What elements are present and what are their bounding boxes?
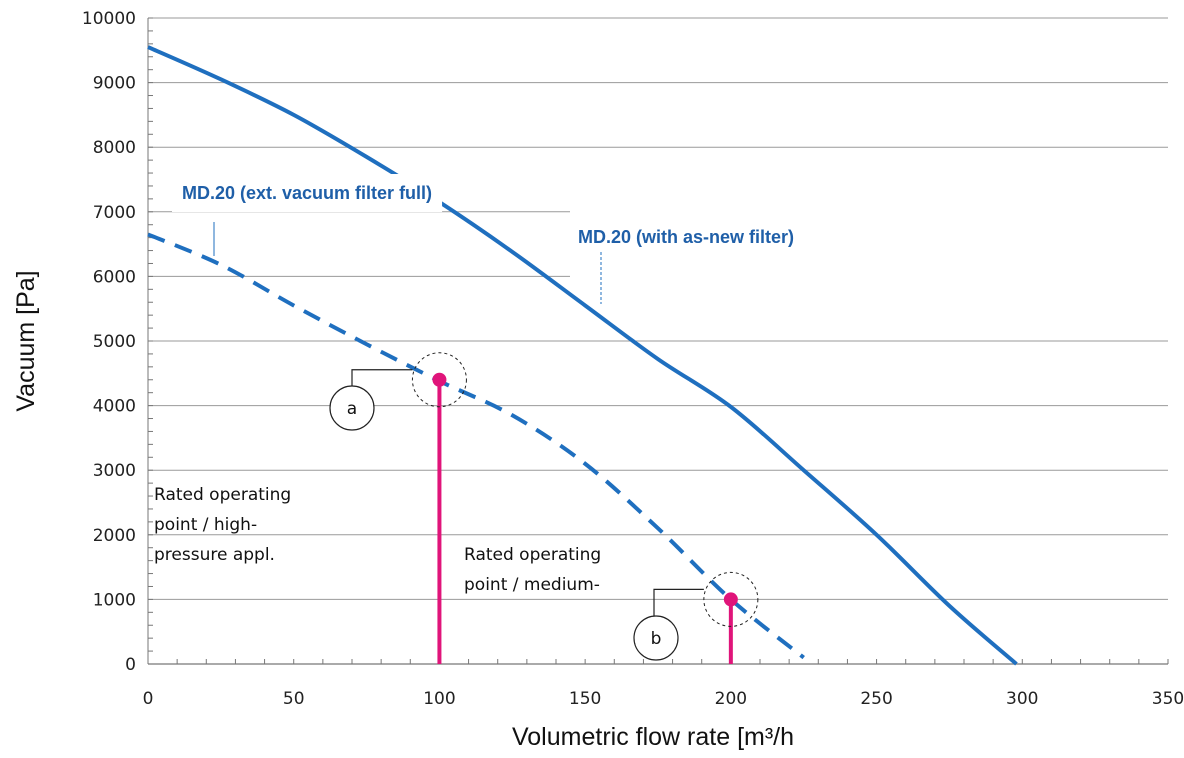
y-tick-labels: 0 1000 2000 3000 4000 5000 6000 7000 8000 9000 100… [82, 9, 136, 675]
grid [148, 17, 1168, 600]
x-tick-label-100: 100 [423, 689, 455, 709]
y-tick-label-6000: 6000 [93, 267, 136, 287]
series-line-0 [147, 45, 1018, 666]
axes [147, 17, 1169, 665]
annotation-medium-line-2: point / medium- [464, 575, 600, 595]
annotation-high-pressure: Rated operating point / high- pressure a… [154, 485, 297, 565]
callout-a-circle [329, 385, 375, 431]
callout-b-circle [633, 615, 679, 661]
callout-a: a [329, 369, 413, 431]
x-tick-label-200: 200 [715, 689, 747, 709]
annotation-high-line-1: Rated operating [154, 485, 291, 505]
x-tick-label-50: 50 [283, 689, 305, 709]
y-tick-label-2000: 2000 [93, 526, 136, 546]
x-tick-label-350: 350 [1152, 689, 1184, 709]
highlight-ring-b [703, 571, 759, 627]
x-tick-label-250: 250 [860, 689, 892, 709]
x-tick-label-300: 300 [1006, 689, 1038, 709]
y-tick-label-9000: 9000 [93, 74, 136, 94]
callout-a-leader [351, 369, 413, 388]
annotation-medium-line-1: Rated operating [464, 545, 601, 565]
callout-a-letter: a [347, 399, 357, 419]
y-tick-label-10000: 10000 [82, 9, 136, 29]
y-tick-label-3000: 3000 [93, 461, 136, 481]
x-tick-label-0: 0 [143, 689, 154, 709]
y-tick-label-8000: 8000 [93, 138, 136, 158]
x-axis-title: Volumetric flow rate [m³/h [512, 723, 794, 751]
series-label-ext-filter: MD.20 (ext. vacuum filter full) [182, 183, 432, 203]
callout-b-leader [653, 588, 704, 618]
series-line-1 [147, 232, 805, 660]
series-label-background-as-new [570, 197, 1184, 277]
x-tick-labels: 0 50 100 150 200 250 300 350 [143, 689, 1184, 709]
annotation-high-line-3: pressure appl. [154, 545, 275, 565]
annotation-medium-pressure: Rated operating point / medium- [464, 545, 607, 595]
y-tick-label-0: 0 [125, 655, 136, 675]
operating-points [411, 352, 759, 664]
annotation-high-line-2: point / high- [154, 515, 257, 535]
callout-b-letter: b [651, 629, 662, 649]
series-lines [147, 45, 1018, 666]
operating-point-b [723, 592, 738, 607]
y-tick-label-7000: 7000 [93, 203, 136, 223]
highlight-ring-a [411, 352, 467, 408]
y-tick-label-5000: 5000 [93, 332, 136, 352]
x-tick-label-150: 150 [569, 689, 601, 709]
y-tick-label-1000: 1000 [93, 590, 136, 610]
series-label-as-new: MD.20 (with as-new filter) [578, 227, 794, 247]
operating-point-a [432, 372, 447, 387]
callout-b: b [633, 588, 704, 661]
y-axis-title: Vacuum [Pa] [12, 270, 40, 411]
y-tick-label-4000: 4000 [93, 397, 136, 417]
series-label-background-ext-filter [172, 174, 443, 212]
